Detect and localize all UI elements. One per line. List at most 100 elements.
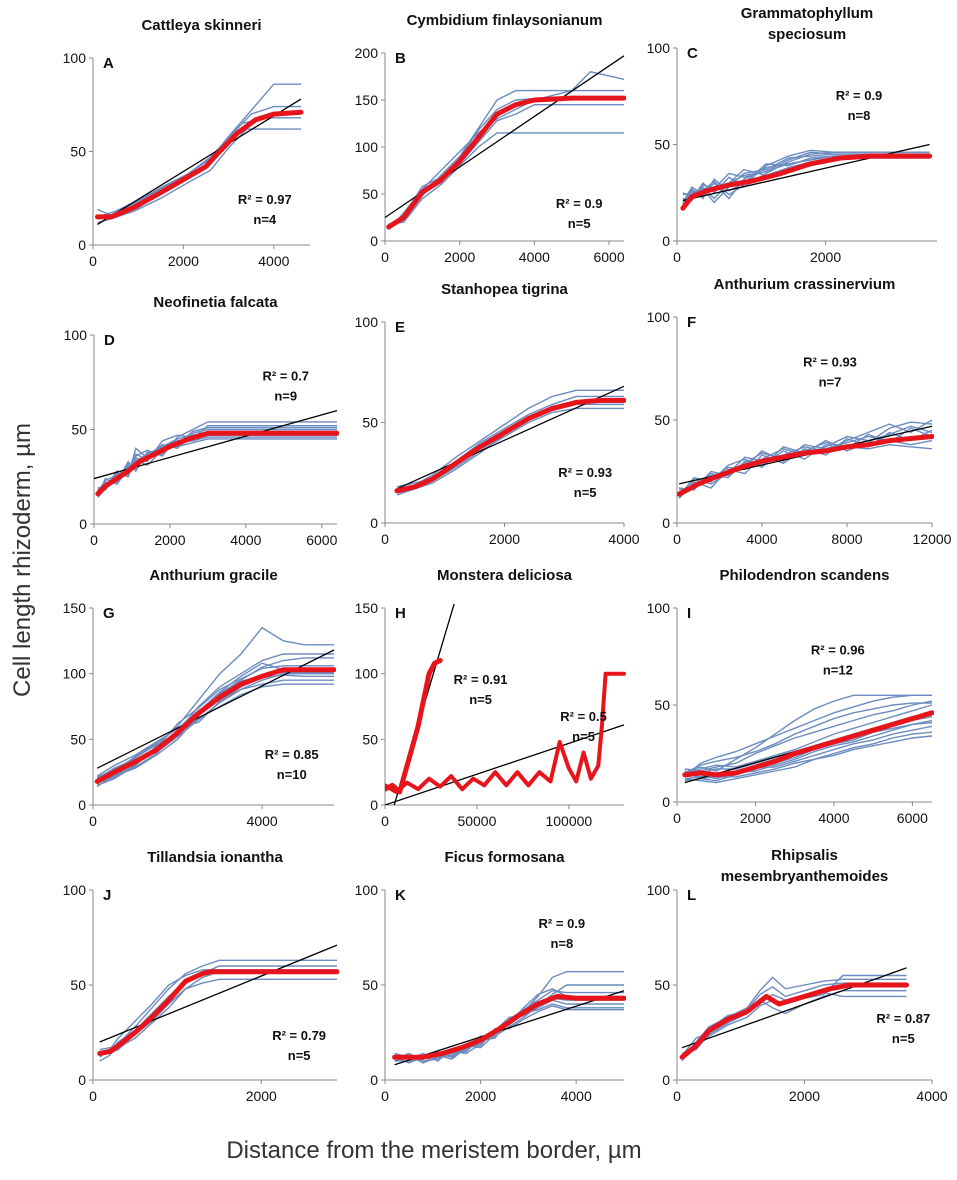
n-annotation: n=9 [274,388,297,403]
x-tick-label: 6000 [897,810,928,826]
plot-area [394,385,626,496]
x-tick-label: 0 [89,1088,97,1104]
panel-j: 0 50 100 0 2000 Tillandsia ionantha J R² = 0.79… [63,849,339,1104]
r2-annotation: R² = 0.93 [558,465,612,480]
x-tick-label: 0 [673,810,681,826]
panel-letter: L [687,887,696,904]
mean-curve [385,671,626,794]
replicate-line [96,665,334,784]
y-tick-label: 100 [355,882,379,898]
plot-area [97,944,339,1062]
x-tick-label: 0 [381,813,389,829]
mean-curve [386,95,626,230]
y-tick-label: 150 [355,92,379,108]
y-tick-label: 0 [78,237,86,253]
y-tick-label: 100 [355,139,379,155]
x-tick-label: 0 [89,253,97,269]
plot-area [95,83,304,225]
panel-title: Monstera deliciosa [437,567,573,584]
replicate-line [99,969,337,1058]
y-tick-label: 100 [647,600,671,616]
mean-curve [94,667,336,784]
linear-fit-line [97,98,302,225]
y-tick-label: 100 [355,314,379,330]
replicate-line [388,132,624,225]
panel-letter: E [395,319,405,336]
mean-curve [97,969,339,1056]
n-annotation: n=7 [819,374,842,389]
panel-i: 0 50 100 0 2000 4000 6000 Philodendron scandens… [647,567,934,826]
y-tick-label: 100 [63,50,87,66]
replicate-line [99,959,337,1062]
r2-annotation: R² = 0.79 [272,1028,326,1043]
replicate-line [97,128,301,224]
panel-c: 0 50 100 0 2000 Grammatophyllum speciosum C R² =… [647,5,937,265]
plot-area [679,967,909,1062]
panel-title: Neofinetia falcata [153,294,278,311]
panel-letter: H [395,605,406,622]
r2-annotation: R² = 0.9 [836,88,883,103]
replicate-line [684,700,933,772]
x-tick-label: 50000 [457,813,496,829]
x-tick-label: 0 [90,532,98,548]
n-annotation: n=8 [848,108,871,123]
replicate-line [684,702,932,774]
panel-letter: J [103,887,111,904]
replicate-line [682,155,930,202]
panel-letter: B [395,50,406,67]
x-tick-label: 4000 [519,249,550,265]
panel-letter: F [687,314,696,331]
y-tick-label: 150 [63,600,87,616]
replicate-line [684,694,932,778]
y-tick-label: 0 [370,1072,378,1088]
panel-l: 0 50 100 0 2000 4000 Rhipsalis mesembryanthemoi… [647,847,948,1104]
mean-curve [679,982,909,1060]
replicate-line [678,419,933,495]
y-tick-label: 100 [63,882,87,898]
x-tick-label: 12000 [913,531,952,547]
y-tick-label: 50 [70,731,86,747]
panel-title: Stanhopea tigrina [441,281,568,298]
panel-title: Cattleya skinneri [141,17,261,34]
replicate-line [679,441,933,491]
y-tick-label: 0 [78,1072,86,1088]
panel-title: speciosum [768,26,846,43]
plot-area [680,143,933,211]
y-tick-label: 100 [647,882,671,898]
panel-title: Grammatophyllum [741,5,874,22]
y-axis-label: Cell length rhizoderm, µm [9,423,36,697]
x-tick-label: 0 [673,1088,681,1104]
panel-letter: K [395,887,406,904]
y-tick-label: 50 [362,186,378,202]
panel-letter: I [687,605,691,622]
y-tick-label: 100 [355,666,379,682]
plot-area [94,409,339,498]
panel-title: Cymbidium finlaysonianum [407,12,603,29]
x-tick-label: 4000 [561,1088,592,1104]
x-tick-label: 0 [381,1088,389,1104]
r2-annotation: R² = 0.9 [539,916,586,931]
n-annotation: n=5 [288,1048,311,1063]
y-tick-label: 150 [355,600,379,616]
replicate-line [394,1005,624,1062]
x-tick-label: 2000 [246,1088,277,1104]
x-tick-label: 2000 [740,810,771,826]
panel-title: Anthurium crassinervium [714,276,896,293]
y-tick-label: 50 [654,697,670,713]
panel-k: 0 50 100 0 2000 4000 Ficus formosana K R² = 0.9 n… [355,849,626,1104]
x-tick-label: 4000 [247,813,278,829]
r2-annotation: R² = 0.5 [560,709,607,724]
x-tick-label: 4000 [818,810,849,826]
mean-curve [95,430,339,497]
x-tick-label: 4000 [258,253,289,269]
n-annotation: n=5 [568,216,591,231]
replicate-line [396,389,624,490]
replicate-line [681,976,907,1062]
x-tick-label: 2000 [789,1088,820,1104]
plot-area [682,694,934,784]
y-tick-label: 0 [370,797,378,813]
x-tick-label: 0 [673,249,681,265]
linear-fit-line [385,724,625,805]
y-tick-label: 50 [362,415,378,431]
y-tick-label: 50 [654,977,670,993]
